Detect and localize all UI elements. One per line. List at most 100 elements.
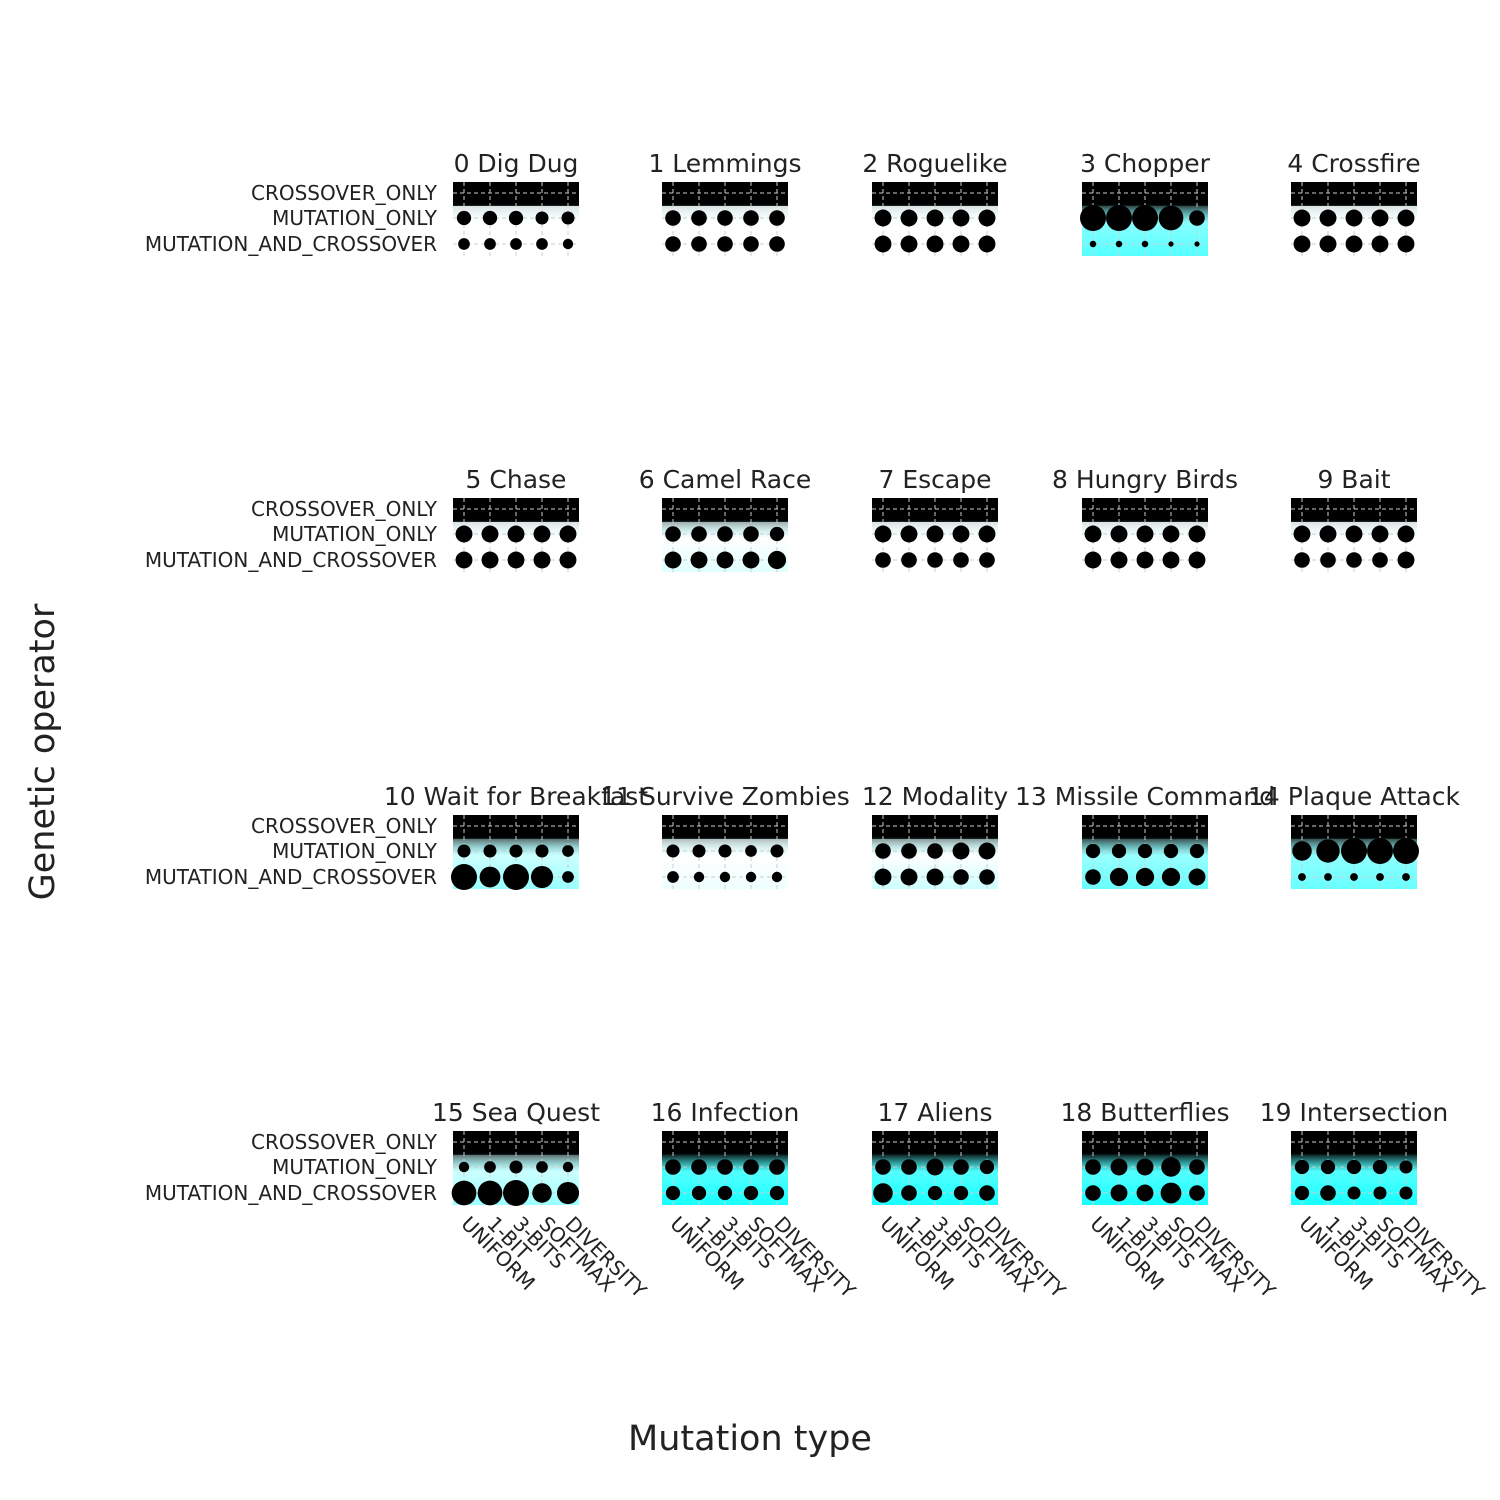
data-point (875, 1159, 891, 1175)
data-point (717, 526, 733, 542)
data-point (1136, 1184, 1154, 1202)
data-point (979, 1185, 995, 1201)
data-point (692, 844, 706, 858)
data-point (874, 235, 892, 253)
panel: 3 Chopper (1080, 149, 1211, 256)
data-point (1397, 235, 1415, 253)
data-point (510, 238, 522, 250)
data-point (535, 844, 549, 858)
data-point (1168, 241, 1174, 247)
data-point (927, 552, 943, 568)
data-point (533, 551, 551, 569)
data-point (1294, 1159, 1310, 1175)
panel-title: 2 Roguelike (862, 149, 1007, 178)
data-point (1399, 1186, 1413, 1200)
data-point (1085, 843, 1101, 859)
data-point (1293, 235, 1311, 253)
data-point (562, 871, 574, 883)
panel: 15 Sea Quest CROSSOVER_ONLYMUTATION_ONLYM… (145, 1098, 652, 1303)
panel: 9 Bait (1291, 465, 1417, 572)
data-point (1320, 1185, 1336, 1201)
data-point (900, 525, 918, 543)
data-point (926, 1158, 944, 1176)
data-point (769, 210, 785, 226)
data-point (503, 864, 529, 890)
data-point (1132, 205, 1158, 231)
data-point (1160, 1182, 1182, 1204)
data-point (667, 871, 679, 883)
data-point (1320, 552, 1336, 568)
data-point (1371, 235, 1389, 253)
data-point (1085, 869, 1101, 885)
data-point (1367, 838, 1393, 864)
panel-title: 14 Plaque Attack (1248, 782, 1460, 811)
panel-title: 10 Wait for Breakfast (384, 782, 648, 811)
data-point (1320, 1159, 1336, 1175)
data-point (665, 1185, 681, 1201)
data-point (926, 209, 944, 227)
data-point (1141, 240, 1149, 248)
panel: 4 Crossfire (1287, 149, 1421, 256)
data-point (874, 209, 892, 227)
data-point (1293, 525, 1311, 543)
data-point (1089, 240, 1097, 248)
data-point (952, 525, 970, 543)
panel-title: 7 Escape (879, 465, 992, 494)
panel-title: 12 Modality (862, 782, 1009, 811)
data-point (742, 551, 760, 569)
data-point (901, 1159, 917, 1175)
data-point (1136, 1158, 1154, 1176)
panel: 16 InfectionUNIFORM1-BIT3-BITSSOFTMAXDIV… (651, 1098, 861, 1303)
panel-title: 8 Hungry Birds (1052, 465, 1238, 494)
data-point (743, 1159, 759, 1175)
data-point (1162, 551, 1180, 569)
data-point (745, 871, 757, 883)
data-point (666, 844, 680, 858)
panel: 11 Survive Zombies (600, 782, 850, 889)
data-point (953, 869, 969, 885)
data-point (1402, 873, 1410, 881)
panel: 0 Dig Dug CROSSOVER_ONLYMUTATION_ONLYMUTA… (145, 149, 579, 256)
data-point (559, 525, 577, 543)
panel: 5 Chase CROSSOVER_ONLYMUTATION_ONLYMUTATI… (145, 465, 579, 572)
data-point (665, 210, 681, 226)
data-point (1345, 209, 1363, 227)
data-point (743, 526, 759, 542)
data-point (901, 843, 917, 859)
data-point (503, 1180, 529, 1206)
y-tick-label: MUTATION_AND_CROSSOVER (145, 232, 437, 256)
data-point (691, 1159, 707, 1175)
panel: 13 Missile Command (1015, 782, 1275, 889)
data-point (717, 210, 733, 226)
data-point (1371, 525, 1389, 543)
data-point (455, 551, 473, 569)
data-point (1158, 205, 1184, 231)
data-point (532, 1183, 552, 1203)
data-point (1084, 525, 1102, 543)
panel: 12 Modality (862, 782, 1009, 889)
data-point (1372, 552, 1388, 568)
x-axis-title: Mutation type (628, 1419, 872, 1459)
data-point (562, 238, 574, 250)
panel: 7 Escape (872, 465, 998, 572)
panel-title: 17 Aliens (877, 1098, 992, 1127)
data-point (1350, 873, 1358, 881)
data-point (484, 238, 496, 250)
data-point (1163, 843, 1179, 859)
panel-title: 0 Dig Dug (454, 149, 579, 178)
data-point (1162, 525, 1180, 543)
panel-title: 11 Survive Zombies (600, 782, 850, 811)
panel-title: 16 Infection (651, 1098, 800, 1127)
data-point (1319, 209, 1337, 227)
data-point (509, 844, 523, 858)
panel: 14 Plaque Attack (1248, 782, 1460, 889)
panel: 1 Lemmings (648, 149, 802, 256)
data-point (456, 210, 472, 226)
data-point (952, 235, 970, 253)
data-point (1137, 843, 1153, 859)
data-point (1161, 867, 1181, 887)
data-point (1085, 1185, 1101, 1201)
data-point (875, 552, 891, 568)
data-point (769, 1185, 785, 1201)
